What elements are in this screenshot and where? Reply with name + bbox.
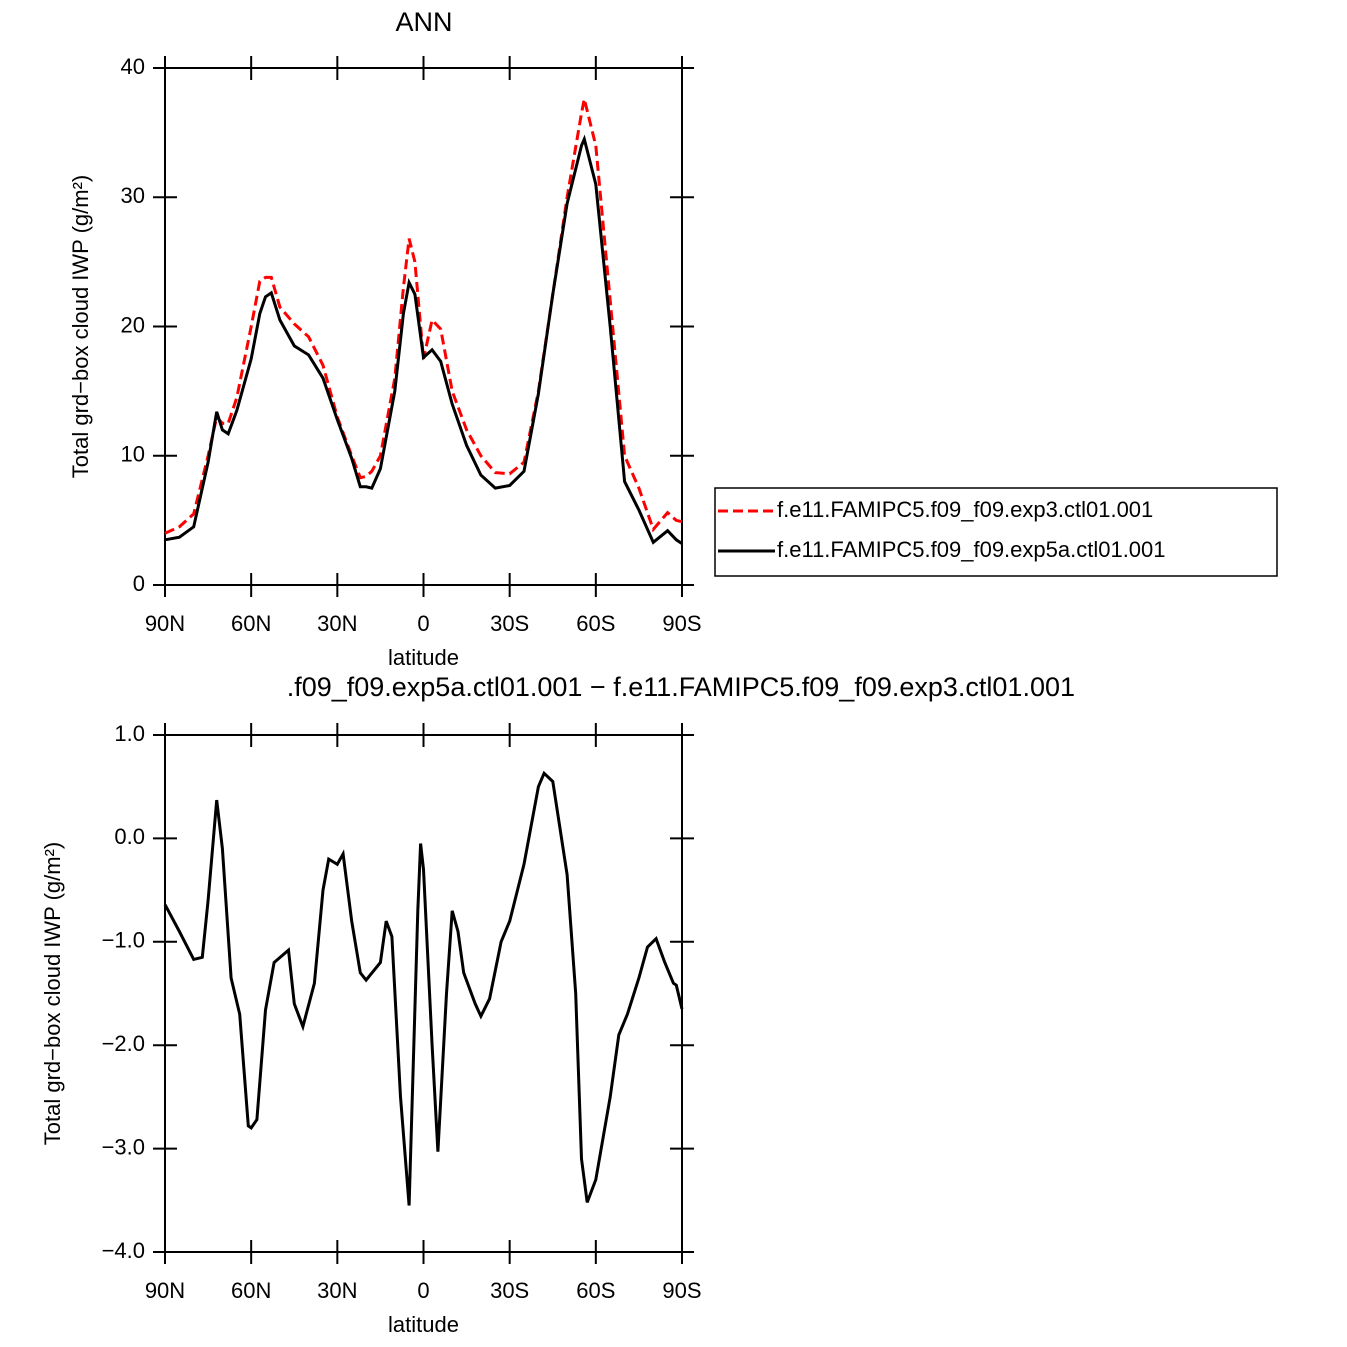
data-line xyxy=(164,134,683,545)
y-tick-label: 20 xyxy=(121,312,145,337)
x-tick-label: 0 xyxy=(417,611,429,636)
x-tick-label: 30N xyxy=(317,611,357,636)
x-axis-label: latitude xyxy=(388,1312,459,1337)
y-tick-label: 40 xyxy=(121,54,145,79)
y-tick-label: −3.0 xyxy=(102,1134,145,1159)
x-tick-label: 90S xyxy=(662,611,701,636)
y-tick-label: −4.0 xyxy=(102,1238,145,1263)
x-tick-label: 30S xyxy=(490,1278,529,1303)
plot-frame xyxy=(164,734,683,1253)
data-line xyxy=(164,98,683,535)
plot-frame xyxy=(164,67,683,586)
y-axis-label: Total grd−box cloud IWP (g/m²) xyxy=(40,842,65,1145)
y-tick-label: 30 xyxy=(121,183,145,208)
x-tick-label: 30S xyxy=(490,611,529,636)
x-tick-label: 90N xyxy=(145,611,185,636)
x-tick-label: 60S xyxy=(576,1278,615,1303)
y-axis-label: Total grd−box cloud IWP (g/m²) xyxy=(68,175,93,478)
y-tick-label: −1.0 xyxy=(102,928,145,953)
chart-title: ANN xyxy=(395,7,452,37)
x-tick-label: 0 xyxy=(417,1278,429,1303)
chart-title: .f09_f09.exp5a.ctl01.001 − f.e11.FAMIPC5… xyxy=(287,672,1075,702)
legend-label: f.e11.FAMIPC5.f09_f09.exp5a.ctl01.001 xyxy=(777,537,1166,562)
x-tick-label: 60N xyxy=(231,611,271,636)
y-tick-label: 1.0 xyxy=(114,721,145,746)
legend-box xyxy=(714,487,1278,577)
legend-label: f.e11.FAMIPC5.f09_f09.exp3.ctl01.001 xyxy=(777,497,1153,522)
x-tick-label: 60S xyxy=(576,611,615,636)
y-tick-label: 10 xyxy=(121,442,145,467)
x-tick-label: 90N xyxy=(145,1278,185,1303)
x-tick-label: 30N xyxy=(317,1278,357,1303)
data-line xyxy=(163,770,684,1206)
x-tick-label: 60N xyxy=(231,1278,271,1303)
y-tick-label: −2.0 xyxy=(102,1031,145,1056)
x-axis-label: latitude xyxy=(388,645,459,670)
x-tick-label: 90S xyxy=(662,1278,701,1303)
y-tick-label: 0.0 xyxy=(114,824,145,849)
y-tick-label: 0 xyxy=(133,571,145,596)
